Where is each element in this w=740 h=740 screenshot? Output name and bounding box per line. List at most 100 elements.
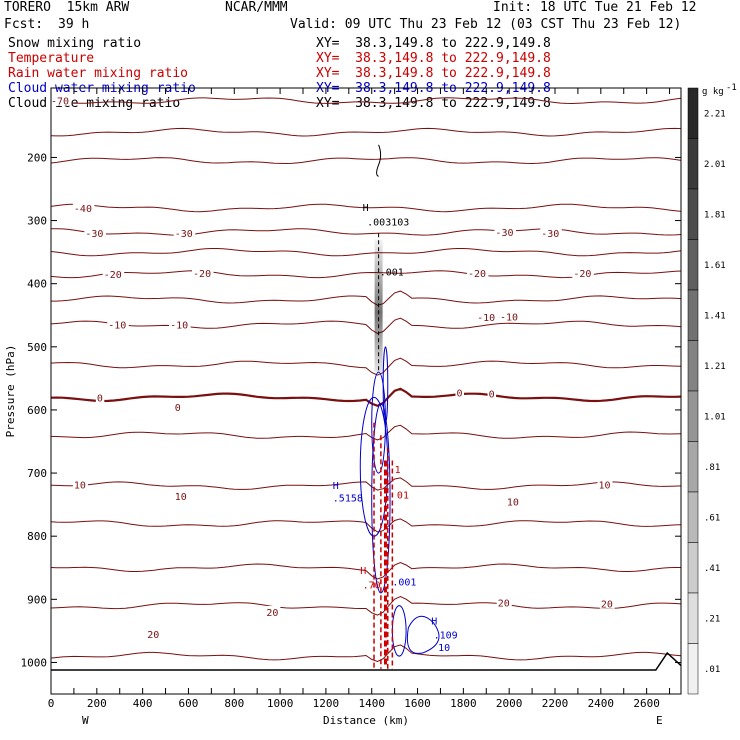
isotherm-label: -30	[495, 228, 513, 239]
extremum-label: .70	[363, 581, 381, 592]
colorbar-segment	[687, 592, 699, 644]
valid-time: Valid: 09 UTC Thu 23 Feb 12 (03 CST Thu …	[290, 17, 682, 32]
contour-label-bg	[84, 227, 106, 239]
extremum-label: .001	[392, 577, 416, 588]
isotherm-25	[50, 644, 682, 663]
y-tick-label: 900	[27, 593, 47, 606]
isotherm-12	[50, 518, 682, 533]
isotherm-label: -10	[477, 313, 495, 324]
center-name: NCAR/MMM	[225, 0, 288, 15]
colorbar-label: .41	[704, 564, 720, 574]
isotherm-label: -10	[170, 321, 188, 332]
forecast-hour: 39 h	[58, 17, 90, 32]
x-tick-label: 1000	[267, 697, 294, 710]
colorbar-label: .61	[704, 513, 720, 523]
colorbar-segment	[687, 390, 699, 442]
contour-label-bg	[72, 201, 95, 213]
cloud-ice-contour	[376, 144, 382, 177]
contour-label-bg	[102, 268, 125, 280]
terrain-line	[51, 651, 682, 671]
contour-label-bg	[572, 266, 594, 278]
isotherm-label: -10	[500, 313, 518, 324]
field-name-temperature: Temperature	[8, 51, 95, 66]
cloud-water-contour	[382, 346, 389, 424]
isotherm-label: -70	[51, 97, 69, 108]
contour-label-bg	[107, 318, 129, 330]
isotherm--5	[50, 357, 682, 376]
y-tick-label: 800	[27, 530, 47, 543]
contour-label-bg	[455, 386, 464, 398]
y-tick-label: 1000	[21, 656, 48, 669]
isotherm-label: -30	[175, 229, 193, 240]
isotherm-label: -20	[468, 269, 486, 280]
x-tick-label: 200	[87, 697, 107, 710]
colorbar-label: 1.81	[704, 210, 726, 220]
contour-label-bg	[505, 495, 521, 507]
x-tick-label: 1800	[450, 697, 477, 710]
colorbar-segment	[687, 542, 699, 594]
colorbar-segment	[687, 643, 699, 695]
isotherm--30	[51, 228, 682, 236]
isotherm-label: 10	[599, 480, 611, 491]
x-tick-label: 0	[48, 697, 55, 710]
contour-label-bg	[173, 227, 196, 239]
extremum-label: .003103	[367, 218, 409, 229]
isotherm-label: 20	[498, 598, 510, 609]
cloud-water-contour	[391, 605, 407, 657]
isotherm-10	[50, 477, 682, 491]
extremum-label: H	[333, 481, 339, 492]
y-tick-label: 400	[27, 278, 47, 291]
cloud-water-contour	[406, 615, 440, 654]
contour-label-bg	[496, 596, 512, 608]
field-xy-cloud-ice: XY= 38.3,149.8 to 222.9,149.8	[316, 96, 551, 111]
contour-label-bg	[146, 628, 162, 640]
isotherm--60	[50, 127, 682, 137]
contour-label-bg	[494, 225, 516, 237]
x-tick-label: 1400	[358, 697, 385, 710]
colorbar-label: 1.61	[704, 261, 726, 271]
contour-label-bg	[476, 311, 498, 323]
colorbar-label: 1.41	[704, 311, 726, 321]
contour-label-bg	[540, 227, 562, 239]
contour-label-bg	[499, 310, 521, 322]
contour-label-bg	[192, 266, 214, 278]
forecast-label: Fcst:	[4, 17, 44, 32]
x-tick-label: 2200	[542, 697, 569, 710]
contour-label-bg	[599, 597, 615, 609]
isotherm--40	[50, 203, 682, 213]
x-tick-label: 1600	[404, 697, 431, 710]
colorbar-label: .81	[704, 463, 720, 473]
x-axis-label: Distance (km)	[323, 714, 409, 727]
isotherm-label: 10	[74, 480, 86, 491]
field-xy-rain: XY= 38.3,149.8 to 222.9,149.8	[316, 66, 551, 81]
isotherm-label: 10	[175, 492, 187, 503]
colorbar-segment	[687, 441, 699, 493]
extremum-label: H	[363, 203, 369, 214]
colorbar-label: 2.21	[704, 109, 726, 119]
isotherm-5	[50, 424, 682, 441]
isotherm-label: 0	[97, 393, 103, 404]
y-tick-label: 200	[27, 151, 47, 164]
x-tick-label: 2600	[633, 697, 660, 710]
field-xy-temperature: XY= 38.3,149.8 to 222.9,149.8	[316, 51, 551, 66]
y-tick-label: 700	[27, 467, 47, 480]
contour-label-bg	[173, 489, 189, 501]
isotherm--70	[50, 97, 682, 105]
contour-label-bg	[169, 318, 191, 330]
colorbar-segment	[687, 239, 699, 291]
y-axis-label: Pressure (hPa)	[4, 345, 17, 438]
x-tick-label: 800	[224, 697, 244, 710]
x-tick-label: 400	[133, 697, 153, 710]
y-tick-label: 500	[27, 341, 47, 354]
isotherm-label: -30	[541, 229, 559, 240]
isotherm--10	[50, 317, 682, 334]
colorbar-segment	[687, 340, 699, 392]
extremum-label: H	[431, 617, 437, 628]
colorbar-segment	[687, 138, 699, 190]
colorbar-segment	[687, 491, 699, 543]
isotherm-label: -30	[85, 229, 103, 240]
x-tick-label: 2400	[588, 697, 615, 710]
isotherm--25	[50, 248, 682, 257]
contour-label-bg	[173, 400, 183, 412]
